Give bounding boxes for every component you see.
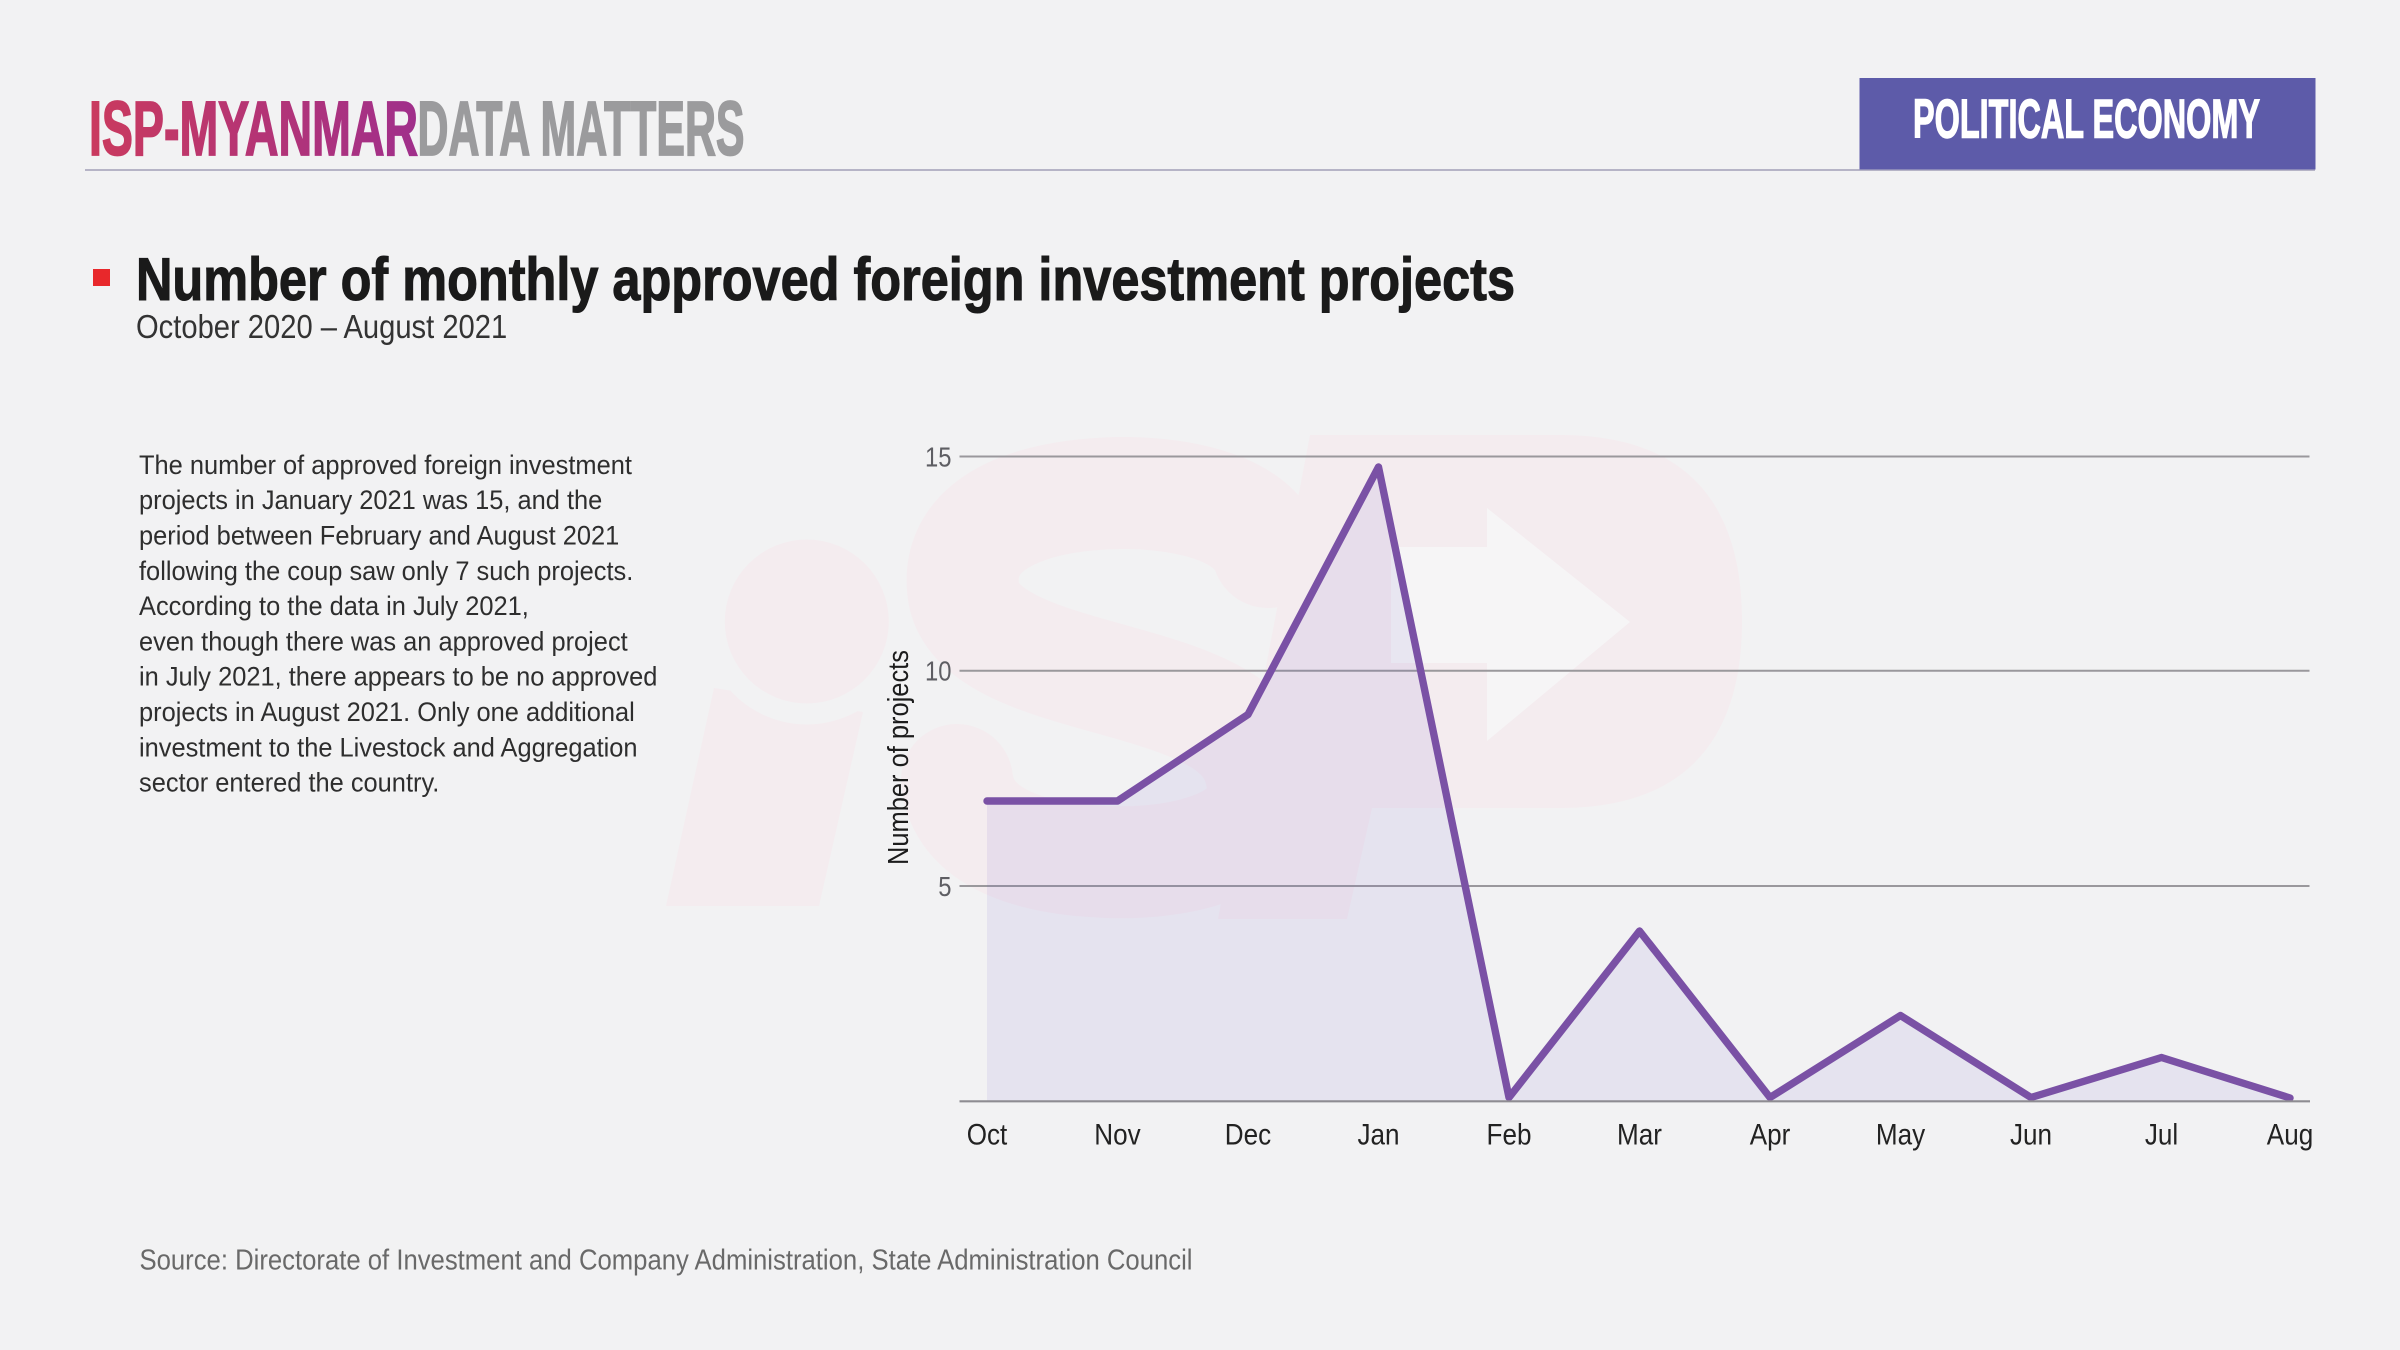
svg-text:Apr: Apr	[1750, 1118, 1791, 1151]
svg-text:even though there was an appro: even though there was an approved projec…	[139, 626, 628, 657]
svg-text:Mar: Mar	[1617, 1118, 1662, 1151]
svg-text:investment to the Livestock an: investment to the Livestock and Aggregat…	[139, 732, 638, 763]
svg-text:Number of projects: Number of projects	[882, 650, 915, 865]
svg-text:15: 15	[925, 440, 951, 472]
svg-text:10: 10	[925, 655, 951, 687]
svg-text:Aug: Aug	[2267, 1118, 2313, 1151]
svg-text:POLITICAL ECONOMY: POLITICAL ECONOMY	[1913, 88, 2260, 150]
svg-text:5: 5	[938, 870, 951, 902]
svg-text:Oct: Oct	[967, 1118, 1008, 1151]
svg-text:period between February and Au: period between February and August 2021	[139, 520, 619, 551]
svg-text:Feb: Feb	[1487, 1118, 1532, 1151]
svg-text:sector entered the country.: sector entered the country.	[139, 767, 439, 798]
svg-text:projects in January 2021 was 1: projects in January 2021 was 15, and the	[139, 485, 602, 516]
svg-text:Jan: Jan	[1357, 1118, 1399, 1151]
svg-text:Jul: Jul	[2145, 1118, 2178, 1151]
svg-text:Dec: Dec	[1225, 1118, 1271, 1151]
svg-text:Nov: Nov	[1094, 1118, 1140, 1151]
svg-text:Source: Directorate of Investm: Source: Directorate of Investment and Co…	[140, 1245, 1193, 1277]
svg-text:following the coup saw only 7: following the coup saw only 7 such proje…	[139, 555, 633, 586]
svg-text:DATA MATTERS: DATA MATTERS	[418, 86, 745, 172]
svg-text:projects in August 2021. Only: projects in August 2021. Only one additi…	[139, 696, 635, 727]
svg-text:According to the data in July: According to the data in July 2021,	[139, 590, 529, 621]
svg-text:The number of approved foreign: The number of approved foreign investmen…	[139, 449, 633, 480]
svg-text:in July 2021, there appears to: in July 2021, there appears to be no app…	[139, 661, 657, 692]
svg-text:Number of monthly approved for: Number of monthly approved foreign inves…	[136, 246, 1515, 313]
svg-text:Jun: Jun	[2010, 1118, 2052, 1151]
svg-text:May: May	[1876, 1118, 1925, 1151]
svg-text:October 2020 – August 2021: October 2020 – August 2021	[136, 308, 507, 345]
svg-text:ISP-MYANMAR: ISP-MYANMAR	[89, 86, 418, 172]
